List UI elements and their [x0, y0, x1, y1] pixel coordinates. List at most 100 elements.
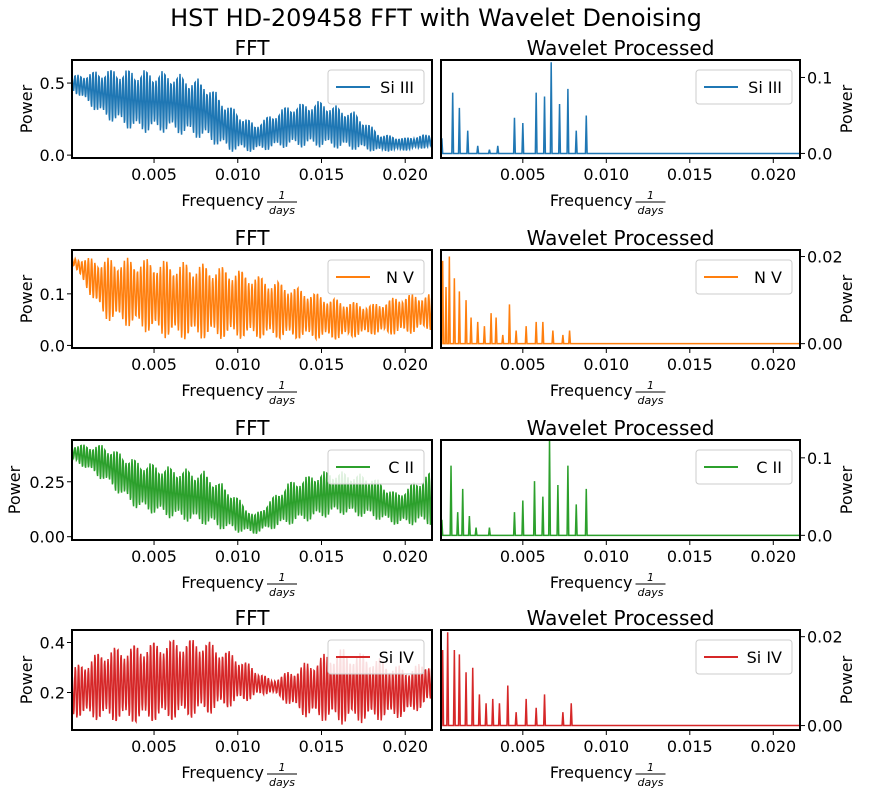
x-tick-label: 0.020 [750, 355, 796, 374]
panel-title: Wavelet Processed [527, 36, 715, 60]
legend-box [695, 449, 793, 485]
x-tick-label: 0.005 [131, 355, 177, 374]
y-axis-label: Power [837, 84, 856, 133]
axes-frame [440, 249, 801, 349]
panel-title: FFT [235, 36, 271, 60]
legend-box [327, 69, 425, 105]
y-tick-label: 0.0 [40, 146, 65, 165]
y-tick-label: 0.00 [807, 335, 843, 354]
x-tick-label: 0.005 [131, 737, 177, 756]
legend-label: Si III [748, 78, 782, 97]
legend-label: C II [756, 458, 782, 477]
y-tick-label: 0.4 [40, 634, 65, 653]
x-tick-label: 0.010 [215, 737, 261, 756]
axes-frame [71, 629, 433, 731]
x-tick-label: 0.020 [382, 737, 428, 756]
x-label-fraction-numerator: 1 [647, 379, 654, 392]
legend-box [695, 259, 793, 295]
legend-box [695, 639, 793, 675]
x-label-fraction-denominator: days [638, 776, 664, 789]
chart-panel-8: Wavelet Processed 0.005 0.010 0.015 0.020 0.0… [440, 606, 856, 789]
x-label-fraction-denominator: days [638, 204, 664, 217]
chart-panel-4: Wavelet Processed 0.005 0.010 0.015 0.020 0.0… [440, 226, 856, 407]
y-tick-label: 0.02 [807, 248, 843, 267]
y-tick-label: 0.02 [807, 628, 843, 647]
panel-title: Wavelet Processed [527, 416, 715, 440]
y-axis-label: Power [837, 465, 856, 514]
x-axis-label: Frequency [181, 191, 264, 210]
y-axis-label: Power [17, 84, 36, 133]
x-tick-label: 0.015 [299, 547, 345, 566]
panel-title: FFT [235, 416, 271, 440]
legend: N V [327, 259, 425, 295]
x-tick-label: 0.005 [500, 547, 546, 566]
panel-title: FFT [235, 226, 271, 250]
x-axis-label: Frequency [550, 381, 633, 400]
y-tick-label: 0.2 [40, 684, 65, 703]
y-tick-label: 0.00 [807, 717, 843, 736]
series-line-n-v [72, 256, 432, 342]
legend: C II [327, 449, 425, 485]
x-label-fraction-denominator: days [269, 776, 295, 789]
x-axis-label: Frequency [550, 573, 633, 592]
x-label-fraction-numerator: 1 [279, 379, 286, 392]
x-label-fraction-denominator: days [269, 586, 295, 599]
legend-label: N V [754, 268, 782, 287]
legend-label: Si IV [747, 648, 782, 667]
x-tick-label: 0.020 [750, 165, 796, 184]
y-tick-label: 0.0 [807, 526, 832, 545]
x-tick-label: 0.015 [667, 165, 713, 184]
x-tick-label: 0.010 [215, 165, 261, 184]
y-tick-label: 0.0 [40, 336, 65, 355]
x-tick-label: 0.010 [583, 165, 629, 184]
x-tick-label: 0.020 [750, 547, 796, 566]
axes-frame [71, 439, 433, 541]
x-tick-label: 0.015 [299, 165, 345, 184]
y-axis-label: Power [837, 274, 856, 323]
series-line-n-v [441, 256, 800, 345]
x-tick-label: 0.010 [215, 547, 261, 566]
x-axis-label: Frequency [550, 191, 633, 210]
y-axis-label: Power [17, 655, 36, 704]
x-tick-label: 0.015 [667, 547, 713, 566]
legend: C II [695, 449, 793, 485]
series-line-si-iv [72, 639, 432, 725]
x-axis-label: Frequency [181, 381, 264, 400]
x-label-fraction-numerator: 1 [647, 761, 654, 774]
x-label-fraction-numerator: 1 [647, 571, 654, 584]
legend: N V [695, 259, 793, 295]
x-tick-label: 0.015 [667, 355, 713, 374]
x-tick-label: 0.015 [299, 355, 345, 374]
figure-title: HST HD-209458 FFT with Wavelet Denoising [170, 4, 702, 32]
x-tick-label: 0.020 [382, 165, 428, 184]
y-tick-label: 0.00 [29, 528, 65, 547]
panel-title: Wavelet Processed [527, 606, 715, 630]
y-tick-label: 0.25 [29, 473, 65, 492]
x-label-fraction-denominator: days [269, 204, 295, 217]
legend: Si IV [695, 639, 793, 675]
x-label-fraction-denominator: days [638, 394, 664, 407]
x-tick-label: 0.020 [382, 547, 428, 566]
legend: Si III [695, 69, 793, 105]
y-axis-label: Power [5, 465, 24, 514]
y-tick-label: 0.0 [807, 144, 832, 163]
x-tick-label: 0.020 [382, 355, 428, 374]
axes-frame [71, 249, 433, 349]
series-line-si-iii [441, 62, 800, 155]
y-axis-label: Power [837, 655, 856, 704]
legend-box [327, 449, 425, 485]
legend-box [327, 639, 425, 675]
x-label-fraction-denominator: days [269, 394, 295, 407]
x-tick-label: 0.010 [583, 737, 629, 756]
chart-panel-6: Wavelet Processed 0.005 0.010 0.015 0.020 0.0… [440, 416, 856, 599]
x-axis-label: Frequency [181, 763, 264, 782]
x-tick-label: 0.020 [750, 737, 796, 756]
legend-label: Si III [380, 78, 414, 97]
x-axis-label: Frequency [550, 763, 633, 782]
y-tick-label: 0.1 [807, 68, 832, 87]
x-label-fraction-numerator: 1 [279, 571, 286, 584]
